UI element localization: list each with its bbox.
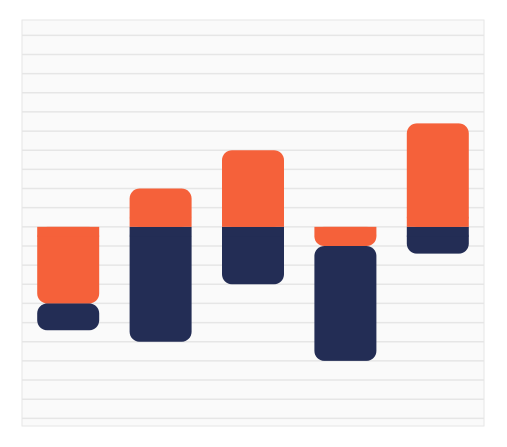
bar-base-series1-4 (314, 226, 377, 237)
bar-base-series1-5 (406, 216, 469, 227)
bar-series1-5 (406, 123, 469, 227)
bar-base-series2-3 (222, 226, 284, 237)
bar-series1-1 (37, 226, 100, 304)
bar-base-series2-2 (129, 226, 192, 237)
bar-series2-3 (222, 226, 284, 285)
bar-base-series1-1 (37, 226, 100, 237)
bar-series2-2 (129, 226, 192, 342)
bar-series2-4 (314, 245, 377, 361)
bar-series1-3 (222, 150, 284, 227)
bars (37, 123, 469, 361)
bar-base-series1-3 (222, 216, 284, 227)
bar-series2-1 (37, 303, 100, 331)
bar-base-series1-2 (129, 216, 192, 227)
bar-base-series2-5 (406, 226, 469, 237)
